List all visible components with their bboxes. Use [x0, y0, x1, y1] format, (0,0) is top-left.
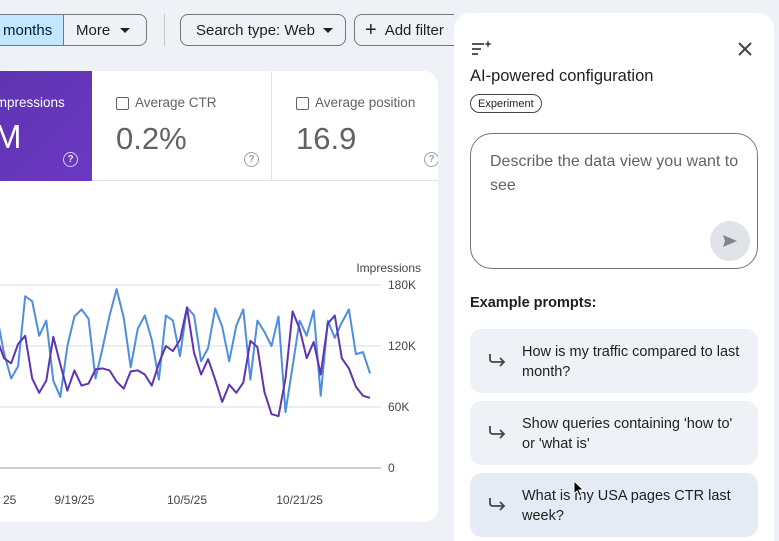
search-type-dropdown[interactable]: Search type: Web: [180, 14, 346, 46]
more-label: More: [76, 21, 111, 39]
impressions-chart: Impressions 180K 120K 60K 0 25 9/19/25 10/5/2…: [0, 261, 421, 507]
more-dropdown[interactable]: More: [63, 14, 147, 46]
example-prompt-text: How is my traffic compared to last month…: [522, 344, 740, 380]
metric-impressions[interactable]: Impressions M ?: [0, 71, 92, 181]
prompt-box: [470, 133, 758, 269]
example-prompt-text: Show queries containing 'how to' or 'wha…: [522, 416, 733, 452]
example-prompt[interactable]: Show queries containing 'how to' or 'wha…: [470, 401, 758, 465]
metric-ctr-label: Average CTR: [135, 95, 217, 110]
x-tick-label: 25: [3, 493, 17, 507]
x-tick-label: 10/21/25: [276, 493, 323, 507]
x-tick-label: 10/5/25: [167, 493, 207, 507]
reply-arrow-icon: [489, 426, 506, 439]
metric-impressions-value: M: [0, 118, 22, 155]
mouse-cursor-icon: [573, 480, 585, 498]
metric-position[interactable]: Average position 16.9 ?: [272, 71, 438, 181]
date-range-button[interactable]: months: [0, 14, 64, 46]
example-prompt[interactable]: How is my traffic compared to last month…: [470, 329, 758, 393]
help-icon[interactable]: ?: [244, 152, 259, 167]
metric-ctr-value: 0.2%: [116, 121, 187, 156]
y-tick-label: 180K: [388, 278, 416, 292]
metric-impressions-label: Impressions: [0, 95, 65, 110]
y-tick-label: 120K: [388, 339, 416, 353]
performance-card: Impressions M ? Average CTR 0.2% ? Avera…: [0, 71, 438, 522]
add-filter-label: Add filter: [384, 21, 444, 39]
ai-tune-icon: [472, 40, 492, 55]
caret-down-icon: [120, 28, 130, 33]
examples-heading: Example prompts:: [470, 295, 597, 311]
metric-position-value: 16.9: [296, 121, 357, 156]
prompt-input[interactable]: [490, 150, 740, 220]
x-tick-label: 9/19/25: [54, 493, 94, 507]
panel-title: AI-powered configuration: [470, 67, 654, 85]
metric-ctr-checkbox[interactable]: [116, 97, 129, 110]
y-tick-label: 60K: [388, 400, 409, 414]
filter-divider: [164, 14, 165, 46]
filter-bar: months More Search type: Web + Add filte…: [0, 14, 454, 46]
example-prompt-text: What is my USA pages CTR last week?: [522, 488, 731, 524]
caret-down-icon: [323, 28, 333, 33]
help-icon[interactable]: ?: [424, 152, 438, 167]
y-tick-label: 0: [388, 461, 395, 475]
add-filter-button[interactable]: + Add filter: [354, 14, 454, 46]
reply-arrow-icon: [489, 498, 506, 511]
reply-arrow-icon: [489, 354, 506, 367]
search-type-label: Search type: Web: [196, 21, 315, 39]
plus-icon: +: [365, 19, 377, 41]
series-line-1: [0, 306, 371, 418]
send-icon: [723, 235, 737, 247]
example-prompt[interactable]: What is my USA pages CTR last week?: [470, 473, 758, 537]
series-line-0: [0, 288, 371, 414]
help-icon[interactable]: ?: [63, 152, 78, 167]
close-icon[interactable]: [736, 40, 754, 58]
metric-ctr[interactable]: Average CTR 0.2% ?: [92, 71, 272, 181]
date-range-label: months: [3, 21, 53, 39]
y-axis-title: Impressions: [356, 261, 421, 275]
metric-position-label: Average position: [315, 95, 416, 110]
send-button[interactable]: [710, 221, 750, 261]
metric-position-checkbox[interactable]: [296, 97, 309, 110]
ai-config-panel: AI-powered configuration Experiment Exam…: [454, 13, 774, 541]
experiment-badge: Experiment: [470, 94, 542, 113]
